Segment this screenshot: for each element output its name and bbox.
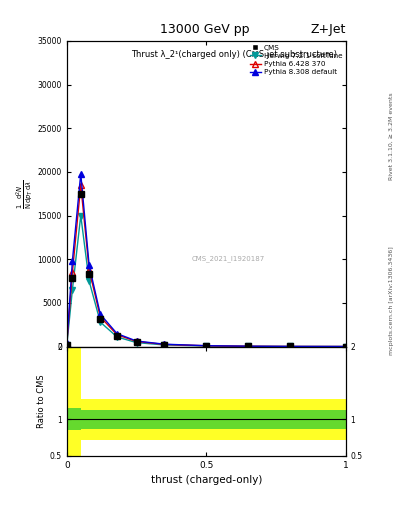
Y-axis label: Ratio to CMS: Ratio to CMS [37, 374, 46, 428]
Text: Z+Jet: Z+Jet [310, 23, 346, 36]
X-axis label: thrust (charged-only): thrust (charged-only) [151, 475, 262, 485]
Text: mcplots.cern.ch [arXiv:1306.3436]: mcplots.cern.ch [arXiv:1306.3436] [389, 246, 393, 354]
Y-axis label: $\frac{1}{\mathrm{N}}\frac{\mathrm{d}^2 N}{\mathrm{d}p_T\,\mathrm{d}\lambda}$: $\frac{1}{\mathrm{N}}\frac{\mathrm{d}^2 … [14, 179, 35, 208]
Text: 13000 GeV pp: 13000 GeV pp [160, 23, 249, 36]
Legend: CMS, Herwig 7.2.1 softTune, Pythia 6.428 370, Pythia 8.308 default: CMS, Herwig 7.2.1 softTune, Pythia 6.428… [250, 45, 342, 75]
Text: Rivet 3.1.10, ≥ 3.2M events: Rivet 3.1.10, ≥ 3.2M events [389, 92, 393, 180]
Text: CMS_2021_I1920187: CMS_2021_I1920187 [192, 255, 265, 262]
Text: Thrust λ_2¹(charged only) (CMS jet substructure): Thrust λ_2¹(charged only) (CMS jet subst… [132, 50, 338, 59]
